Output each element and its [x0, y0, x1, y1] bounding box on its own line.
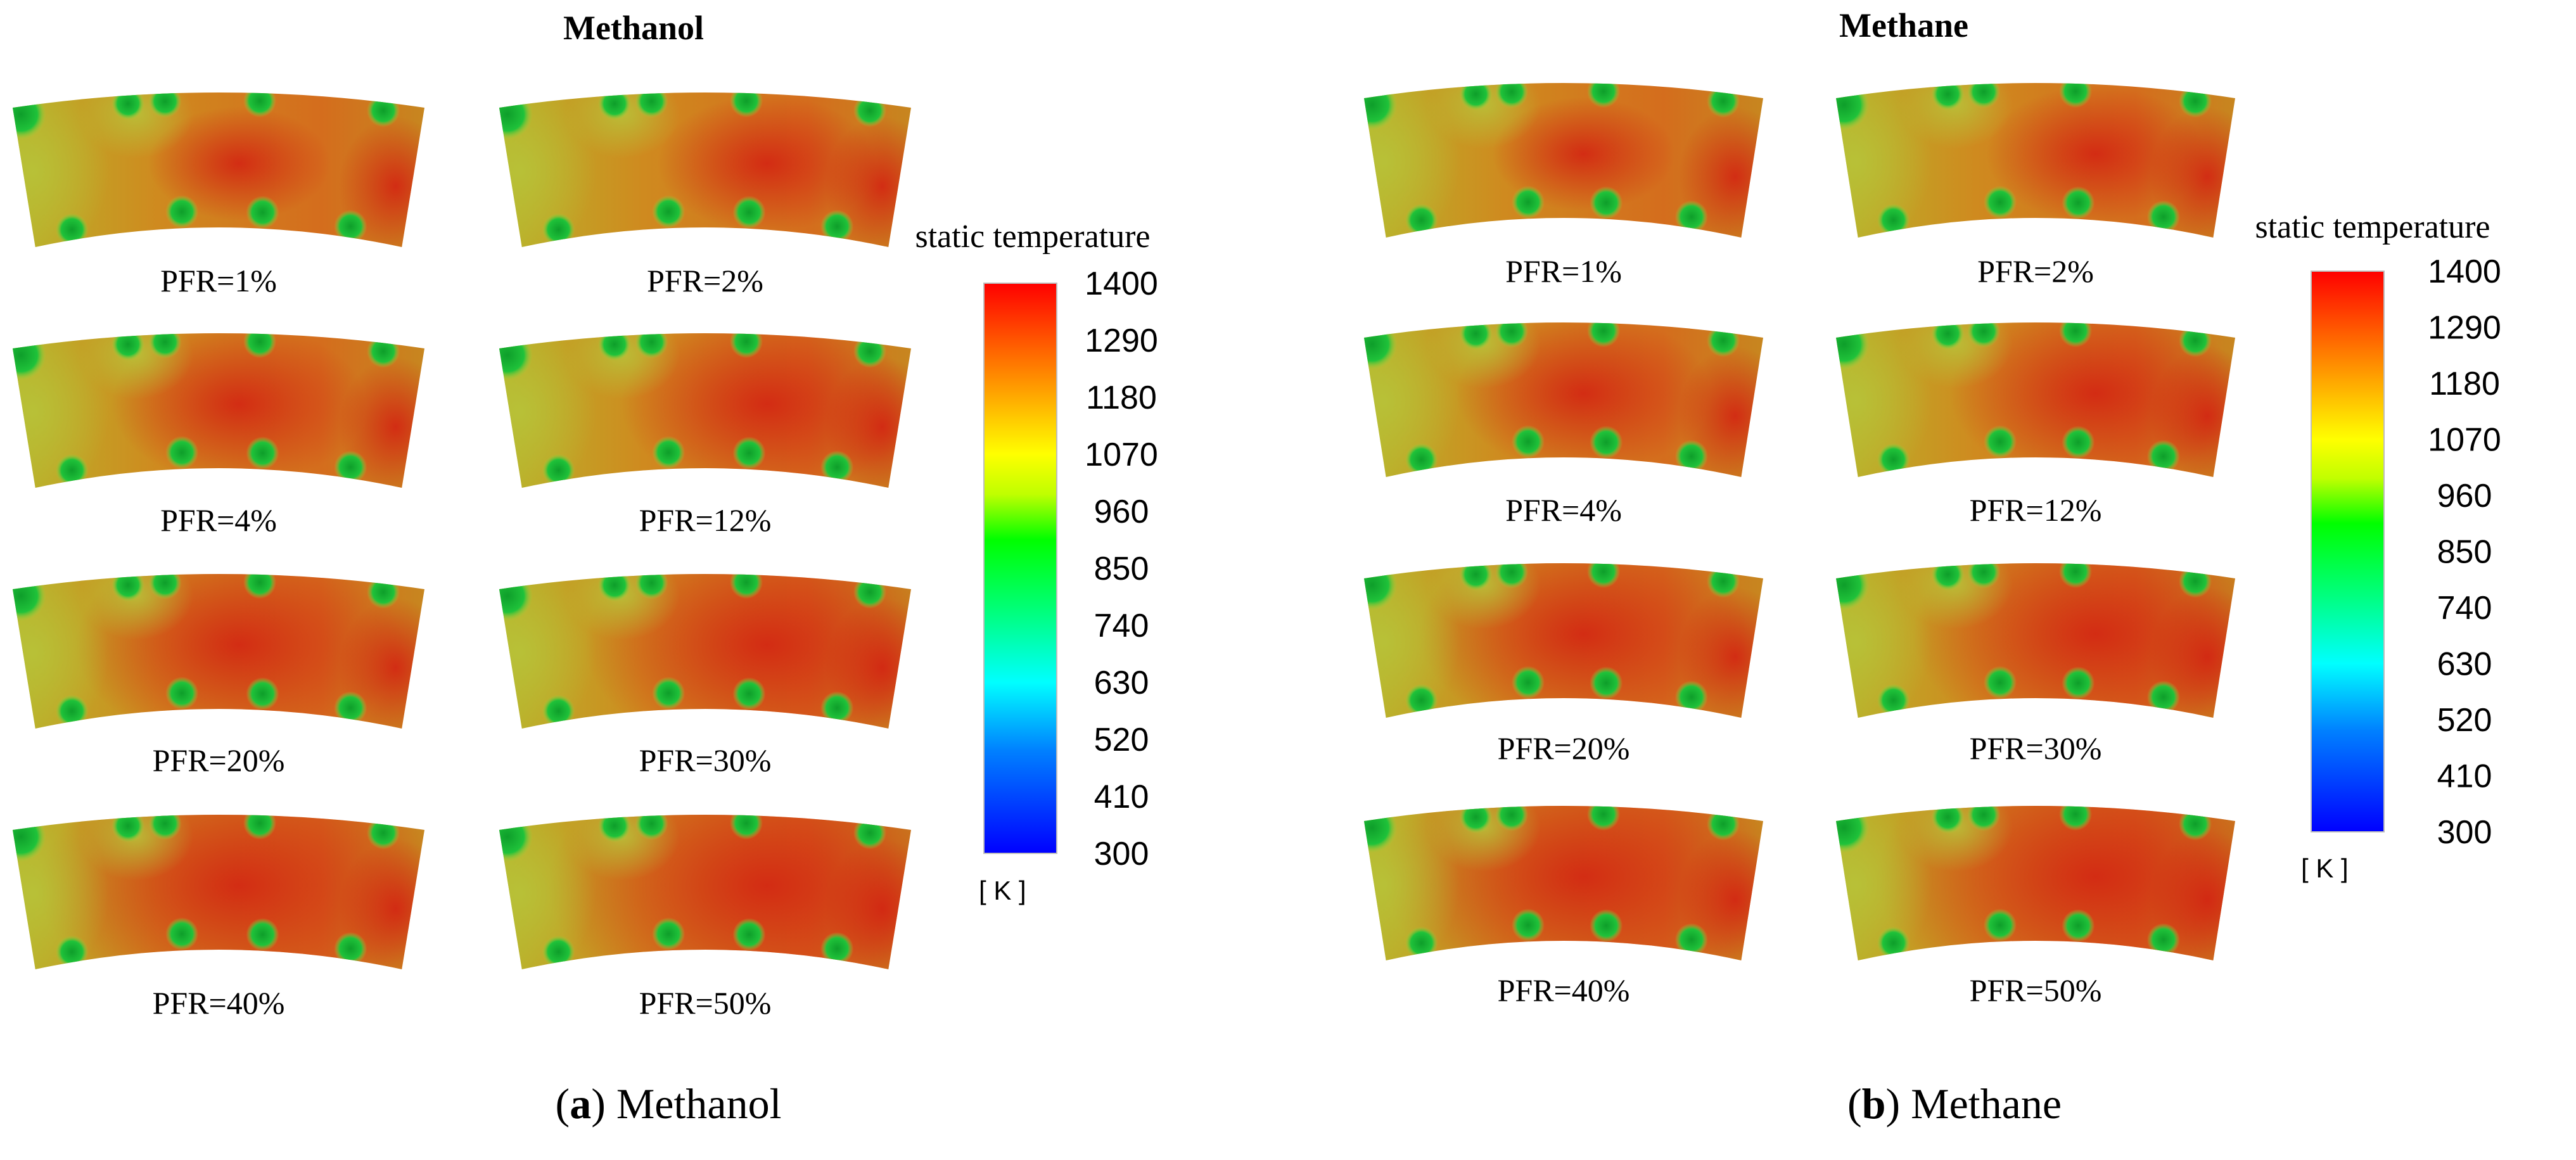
contour-sector [1364, 83, 1763, 238]
colorbar [2311, 271, 2385, 832]
colorbar-tick-label: 740 [2437, 590, 2492, 627]
contour-label: PFR=4% [160, 502, 277, 538]
panel-methane: Methane PFR=1% PFR=2% PFR=4% PFR=12% PFR=20% P… [1364, 6, 2501, 1128]
colorbar-tick-label: 960 [1094, 494, 1149, 530]
contour-sector [13, 333, 424, 488]
colorbar-tick-label: 520 [1094, 722, 1149, 758]
colorbar-tick-label: 300 [2437, 814, 2492, 851]
contour-label: PFR=50% [1970, 972, 2102, 1008]
colorbar-tick-label: 630 [1094, 665, 1149, 701]
contour-sector [13, 574, 424, 729]
contour-label: PFR=4% [1505, 492, 1622, 528]
contour-sector [1364, 563, 1763, 718]
panel-title: Methane [1839, 6, 1968, 44]
colorbar-tick-label: 1290 [1085, 322, 1158, 359]
caption-text: Methanol [616, 1080, 782, 1128]
colorbar [983, 283, 1057, 854]
contour-sector [499, 815, 911, 969]
panel-title: Methanol [563, 9, 704, 47]
colorbar-tick-label: 960 [2437, 478, 2492, 514]
colorbar-tick-label: 300 [1094, 836, 1149, 872]
colorbar-unit: [ K ] [979, 876, 1026, 905]
panel-methanol: Methanol PFR=1% PFR=2% PFR=4% PFR=12% PFR=20%… [13, 9, 1158, 1128]
colorbar-title: static temperature [2255, 209, 2490, 245]
contour-sector [1836, 83, 2235, 238]
contour-label: PFR=40% [153, 985, 285, 1021]
contour-sector [499, 92, 911, 247]
contour-sector [499, 333, 911, 488]
colorbar-tick-label: 740 [1094, 608, 1149, 644]
contour-label: PFR=2% [647, 263, 763, 298]
panel-caption: (a) Methanol [556, 1080, 782, 1128]
contour-label: PFR=12% [1970, 492, 2102, 528]
contour-label: PFR=50% [639, 985, 772, 1021]
colorbar-tick-label: 630 [2437, 646, 2492, 683]
colorbar-tick-label: 410 [2437, 758, 2492, 795]
colorbar-tick-label: 1070 [2428, 422, 2501, 459]
panel-caption: (b) Methane [1847, 1080, 2062, 1128]
colorbar-tick-label: 410 [1094, 779, 1149, 815]
colorbar-tick-label: 1070 [1085, 437, 1158, 473]
contour-label: PFR=1% [1505, 253, 1622, 289]
colorbar-tick-label: 850 [2437, 534, 2492, 571]
contour-label: PFR=30% [639, 743, 772, 778]
colorbar-title: static temperature [915, 219, 1150, 255]
colorbar-tick-label: 1290 [2428, 310, 2501, 347]
colorbar-tick-label: 520 [2437, 702, 2492, 739]
colorbar-tick-label: 1180 [1086, 379, 1157, 416]
contour-sector [499, 574, 911, 729]
contour-label: PFR=20% [1498, 730, 1630, 766]
caption-letter: b [1862, 1080, 1886, 1128]
contour-sector [1836, 563, 2235, 718]
colorbar-tick-label: 1400 [1085, 265, 1158, 302]
caption-text: Methane [1911, 1080, 2062, 1128]
colorbar-tick-label: 1400 [2428, 253, 2501, 290]
contour-label: PFR=12% [639, 502, 772, 538]
contour-label: PFR=1% [160, 263, 277, 298]
contour-sector [13, 92, 424, 247]
contour-sector [1364, 322, 1763, 477]
contour-label: PFR=20% [153, 743, 285, 778]
colorbar-tick-label: 850 [1094, 551, 1149, 587]
contour-label: PFR=2% [1977, 253, 2094, 289]
contour-label: PFR=30% [1970, 730, 2102, 766]
caption-letter: a [570, 1080, 591, 1128]
contour-sector [13, 815, 424, 969]
colorbar-unit: [ K ] [2301, 853, 2349, 883]
contour-sector [1836, 322, 2235, 477]
contour-sector [1364, 806, 1763, 960]
colorbar-tick-label: 1180 [2429, 366, 2500, 402]
contour-label: PFR=40% [1498, 972, 1630, 1008]
